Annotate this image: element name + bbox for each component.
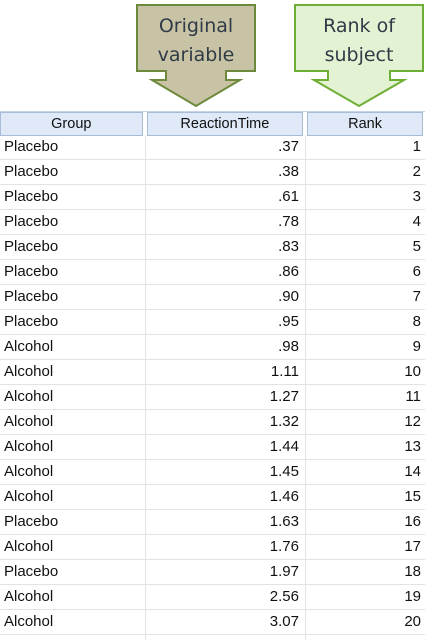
cell-reactiontime[interactable]: .98 bbox=[146, 335, 306, 360]
cell-rank[interactable]: 2 bbox=[412, 163, 421, 180]
table-row: Alcohol 1.46 15 bbox=[0, 485, 425, 510]
cell-reactiontime[interactable]: 1.11 bbox=[146, 360, 306, 385]
cell-group[interactable]: Alcohol bbox=[0, 385, 146, 410]
cell-reactiontime[interactable]: 1.97 bbox=[146, 560, 306, 585]
cell-rank[interactable]: 15 bbox=[404, 488, 421, 505]
cell-rank[interactable]: 1 bbox=[412, 138, 421, 155]
table-row: Alcohol 1.11 10 bbox=[0, 360, 425, 385]
column-header-rank[interactable]: Rank bbox=[307, 112, 423, 136]
cell-group[interactable]: Placebo bbox=[0, 310, 146, 335]
cell-rank[interactable]: 10 bbox=[404, 363, 421, 380]
cell-reactiontime[interactable]: .95 bbox=[146, 310, 306, 335]
cell-rank[interactable]: 14 bbox=[404, 463, 421, 480]
cell-reactiontime[interactable]: .86 bbox=[146, 260, 306, 285]
cell-rank[interactable]: 9 bbox=[412, 338, 421, 355]
cell-group[interactable]: Placebo bbox=[0, 285, 146, 310]
cell-rank[interactable]: 4 bbox=[412, 213, 421, 230]
cell-reactiontime[interactable]: 2.56 bbox=[146, 585, 306, 610]
table-row: Alcohol 1.44 13 bbox=[0, 435, 425, 460]
cell-reactiontime[interactable]: 1.32 bbox=[146, 410, 306, 435]
cell-group[interactable]: Placebo bbox=[0, 510, 146, 535]
table-row: Placebo .37 1 bbox=[0, 135, 425, 160]
cell-rank[interactable]: 5 bbox=[412, 238, 421, 255]
cell-reactiontime[interactable]: .37 bbox=[146, 135, 306, 160]
cell-group[interactable]: Placebo bbox=[0, 135, 146, 160]
cell-rank[interactable]: 13 bbox=[404, 438, 421, 455]
cell-rank[interactable]: 18 bbox=[404, 563, 421, 580]
table-row: Placebo .83 5 bbox=[0, 235, 425, 260]
cell-group[interactable]: Alcohol bbox=[0, 610, 146, 635]
column-header-group[interactable]: Group bbox=[0, 112, 143, 136]
cell-reactiontime[interactable]: 1.63 bbox=[146, 510, 306, 535]
cell-rank[interactable]: 16 bbox=[404, 513, 421, 530]
data-grid: Group ReactionTime Rank Placebo .37 1 Place… bbox=[0, 111, 425, 640]
cell-group[interactable]: Alcohol bbox=[0, 435, 146, 460]
table-row: Alcohol 1.45 14 bbox=[0, 460, 425, 485]
table-row: Alcohol 1.32 12 bbox=[0, 410, 425, 435]
cell-rank[interactable]: 11 bbox=[405, 388, 421, 405]
cell-group[interactable]: Alcohol bbox=[0, 535, 146, 560]
cell-reactiontime[interactable]: 1.46 bbox=[146, 485, 306, 510]
table-row: Placebo .61 3 bbox=[0, 185, 425, 210]
cell-group[interactable]: Alcohol bbox=[0, 460, 146, 485]
cell-reactiontime[interactable]: .90 bbox=[146, 285, 306, 310]
grid-body: Placebo .37 1 Placebo .38 2 Placebo .61 3 Placebo… bbox=[0, 135, 425, 635]
down-arrow-callout-icon bbox=[136, 4, 256, 108]
cell-rank[interactable]: 20 bbox=[404, 613, 421, 630]
callout-original-variable: Original variable bbox=[136, 4, 256, 108]
cell-rank[interactable]: 12 bbox=[404, 413, 421, 430]
cell-group[interactable]: Alcohol bbox=[0, 360, 146, 385]
table-row: Alcohol 3.07 20 bbox=[0, 610, 425, 635]
table-row: Placebo .78 4 bbox=[0, 210, 425, 235]
table-row: Placebo .95 8 bbox=[0, 310, 425, 335]
cell-reactiontime[interactable]: 1.76 bbox=[146, 535, 306, 560]
table-row: Alcohol 1.27 11 bbox=[0, 385, 425, 410]
callout-original-text: Original variable bbox=[157, 15, 235, 66]
cell-group[interactable]: Placebo bbox=[0, 185, 146, 210]
cell-reactiontime[interactable]: .78 bbox=[146, 210, 306, 235]
cell-group[interactable]: Alcohol bbox=[0, 485, 146, 510]
cell-group[interactable]: Placebo bbox=[0, 235, 146, 260]
callout-rank-of-subject: Rank of subject bbox=[294, 4, 424, 108]
table-row: Placebo .38 2 bbox=[0, 160, 425, 185]
cell-reactiontime[interactable]: 1.45 bbox=[146, 460, 306, 485]
cell-group[interactable]: Placebo bbox=[0, 560, 146, 585]
cell-reactiontime[interactable]: .61 bbox=[146, 185, 306, 210]
cell-group[interactable]: Placebo bbox=[0, 210, 146, 235]
table-row: Alcohol 1.76 17 bbox=[0, 535, 425, 560]
cell-group[interactable]: Placebo bbox=[0, 260, 146, 285]
table-row: Placebo .86 6 bbox=[0, 260, 425, 285]
grid-header: Group ReactionTime Rank bbox=[0, 111, 425, 136]
callout-rank-text: Rank of subject bbox=[323, 15, 395, 66]
cell-rank[interactable]: 8 bbox=[412, 313, 421, 330]
cell-group[interactable]: Alcohol bbox=[0, 410, 146, 435]
table-row: Alcohol .98 9 bbox=[0, 335, 425, 360]
down-arrow-callout-icon bbox=[294, 4, 424, 108]
cell-group[interactable]: Placebo bbox=[0, 160, 146, 185]
table-row: Alcohol 2.56 19 bbox=[0, 585, 425, 610]
cell-rank[interactable]: 3 bbox=[412, 188, 421, 205]
table-row: Placebo 1.63 16 bbox=[0, 510, 425, 535]
cell-reactiontime[interactable]: 1.27 bbox=[146, 385, 306, 410]
cell-rank[interactable]: 17 bbox=[404, 538, 421, 555]
cell-rank[interactable]: 7 bbox=[412, 288, 421, 305]
cell-reactiontime[interactable]: .38 bbox=[146, 160, 306, 185]
table-row: Placebo .90 7 bbox=[0, 285, 425, 310]
cell-group[interactable]: Alcohol bbox=[0, 335, 146, 360]
cell-reactiontime[interactable]: 3.07 bbox=[146, 610, 306, 635]
cell-reactiontime[interactable]: .83 bbox=[146, 235, 306, 260]
grid-tail bbox=[0, 635, 425, 640]
cell-rank[interactable]: 6 bbox=[412, 263, 421, 280]
table-row: Placebo 1.97 18 bbox=[0, 560, 425, 585]
cell-rank[interactable]: 19 bbox=[404, 588, 421, 605]
cell-reactiontime[interactable]: 1.44 bbox=[146, 435, 306, 460]
cell-group[interactable]: Alcohol bbox=[0, 585, 146, 610]
column-header-reactiontime[interactable]: ReactionTime bbox=[146, 112, 304, 136]
